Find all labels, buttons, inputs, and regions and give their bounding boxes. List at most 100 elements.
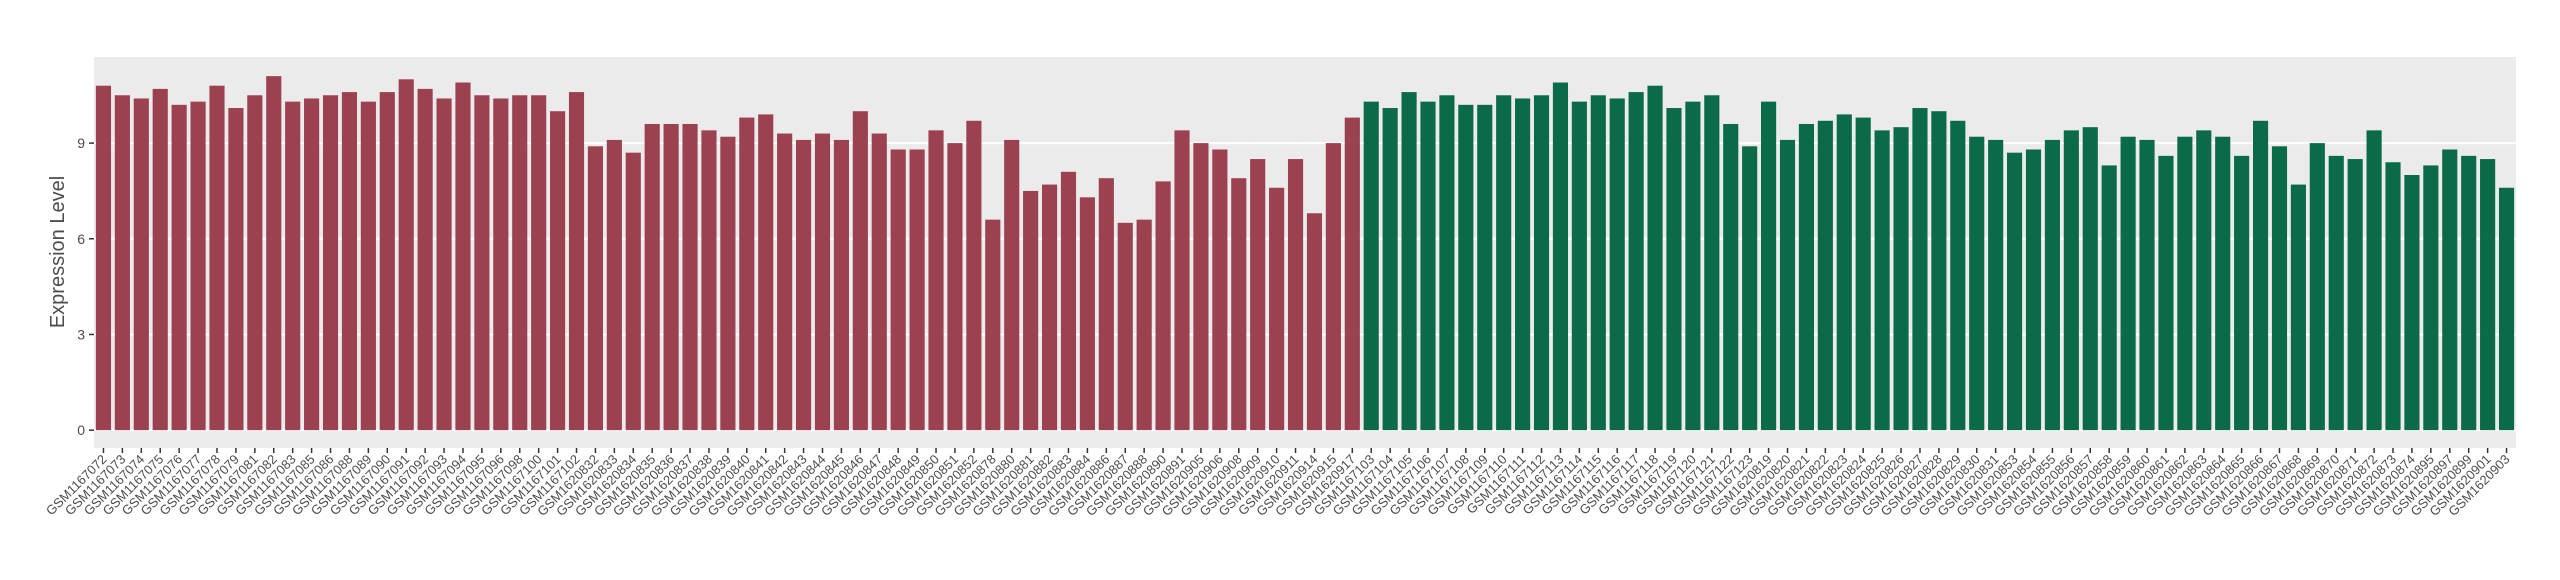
bar: [379, 92, 395, 431]
bar: [1609, 98, 1625, 431]
bar: [1704, 95, 1720, 431]
bar: [1458, 104, 1474, 431]
bar: [2007, 152, 2023, 431]
bar: [2480, 159, 2496, 431]
bar: [1174, 130, 1190, 431]
bar: [814, 133, 831, 431]
bar: [417, 88, 433, 431]
bar: [1571, 101, 1587, 431]
bar: [114, 95, 130, 431]
bar: [890, 149, 906, 431]
bar: [304, 98, 320, 431]
bar: [1552, 82, 1569, 431]
bar: [1269, 187, 1285, 431]
bar: [1155, 181, 1171, 431]
bar: [985, 219, 1001, 431]
bar: [228, 108, 244, 431]
bar: [1533, 95, 1550, 431]
bar: [2082, 127, 2098, 431]
bar: [644, 123, 660, 431]
bar: [1477, 104, 1493, 431]
bar: [1420, 101, 1436, 431]
bar: [1496, 95, 1512, 431]
bar: [663, 123, 679, 431]
bar: [1117, 222, 1133, 431]
bar: [95, 85, 112, 431]
bar: [1250, 159, 1266, 431]
bar: [2328, 155, 2344, 431]
bar: [625, 152, 641, 431]
bar: [360, 101, 376, 431]
bar: [871, 133, 887, 431]
bar: [1779, 139, 1796, 431]
bar: [247, 95, 263, 431]
bar: [341, 92, 358, 431]
bar: [266, 76, 282, 431]
bar: [1761, 101, 1777, 431]
bar: [1969, 136, 1985, 431]
bar: [739, 117, 755, 431]
bar: [947, 143, 963, 431]
bar: [152, 88, 168, 431]
bar: [455, 82, 471, 431]
bar: [1666, 108, 1682, 431]
bar: [2120, 136, 2136, 431]
bar: [2347, 159, 2363, 431]
bar: [1590, 95, 1606, 431]
bar: [1912, 108, 1928, 431]
bar: [531, 95, 547, 431]
bar: [2177, 136, 2193, 431]
bar: [133, 98, 149, 431]
bar: [2196, 130, 2212, 431]
y-tick-label: 3: [77, 326, 85, 342]
bar: [190, 101, 206, 431]
bar: [171, 104, 187, 431]
bar: [2215, 136, 2231, 431]
bar: [1060, 171, 1077, 431]
bar: [1344, 117, 1360, 431]
bar: [720, 136, 736, 431]
bar: [1041, 184, 1058, 431]
bar: [1079, 197, 1095, 431]
bar: [1931, 111, 1947, 431]
bar: [1515, 98, 1531, 431]
bar: [606, 139, 622, 431]
bar: [1004, 139, 1020, 431]
bar: [1098, 178, 1114, 431]
bar: [1287, 159, 1304, 431]
bar: [2252, 120, 2269, 431]
y-tick-label: 9: [77, 135, 85, 151]
bar: [1723, 123, 1739, 431]
bar: [2234, 155, 2250, 431]
bar: [2139, 139, 2155, 431]
bar: [2271, 146, 2288, 431]
bar: [852, 111, 868, 431]
bar: [285, 101, 301, 431]
bar: [512, 95, 528, 431]
bar: [1231, 178, 1247, 431]
bar: [568, 92, 585, 431]
bar: [1855, 117, 1871, 431]
bar: [2423, 165, 2439, 431]
bar: [2101, 165, 2117, 431]
bar: [682, 123, 698, 431]
bar: [2442, 149, 2458, 431]
bar: [1798, 123, 1814, 431]
bar: [1306, 213, 1323, 431]
bar: [1628, 92, 1644, 431]
bar: [1363, 101, 1379, 431]
bar: [2025, 149, 2042, 431]
bar: [1742, 146, 1758, 431]
bar: [1193, 143, 1209, 431]
bar: [777, 133, 793, 431]
bar: [2404, 175, 2420, 431]
bar: [833, 139, 849, 431]
bar: [587, 146, 603, 431]
y-tick-label: 6: [77, 231, 85, 247]
bar: [436, 98, 452, 431]
bar: [1382, 108, 1398, 431]
bar: [909, 149, 925, 431]
bar: [1401, 92, 1417, 431]
bar: [1836, 114, 1852, 431]
bar: [209, 85, 225, 431]
